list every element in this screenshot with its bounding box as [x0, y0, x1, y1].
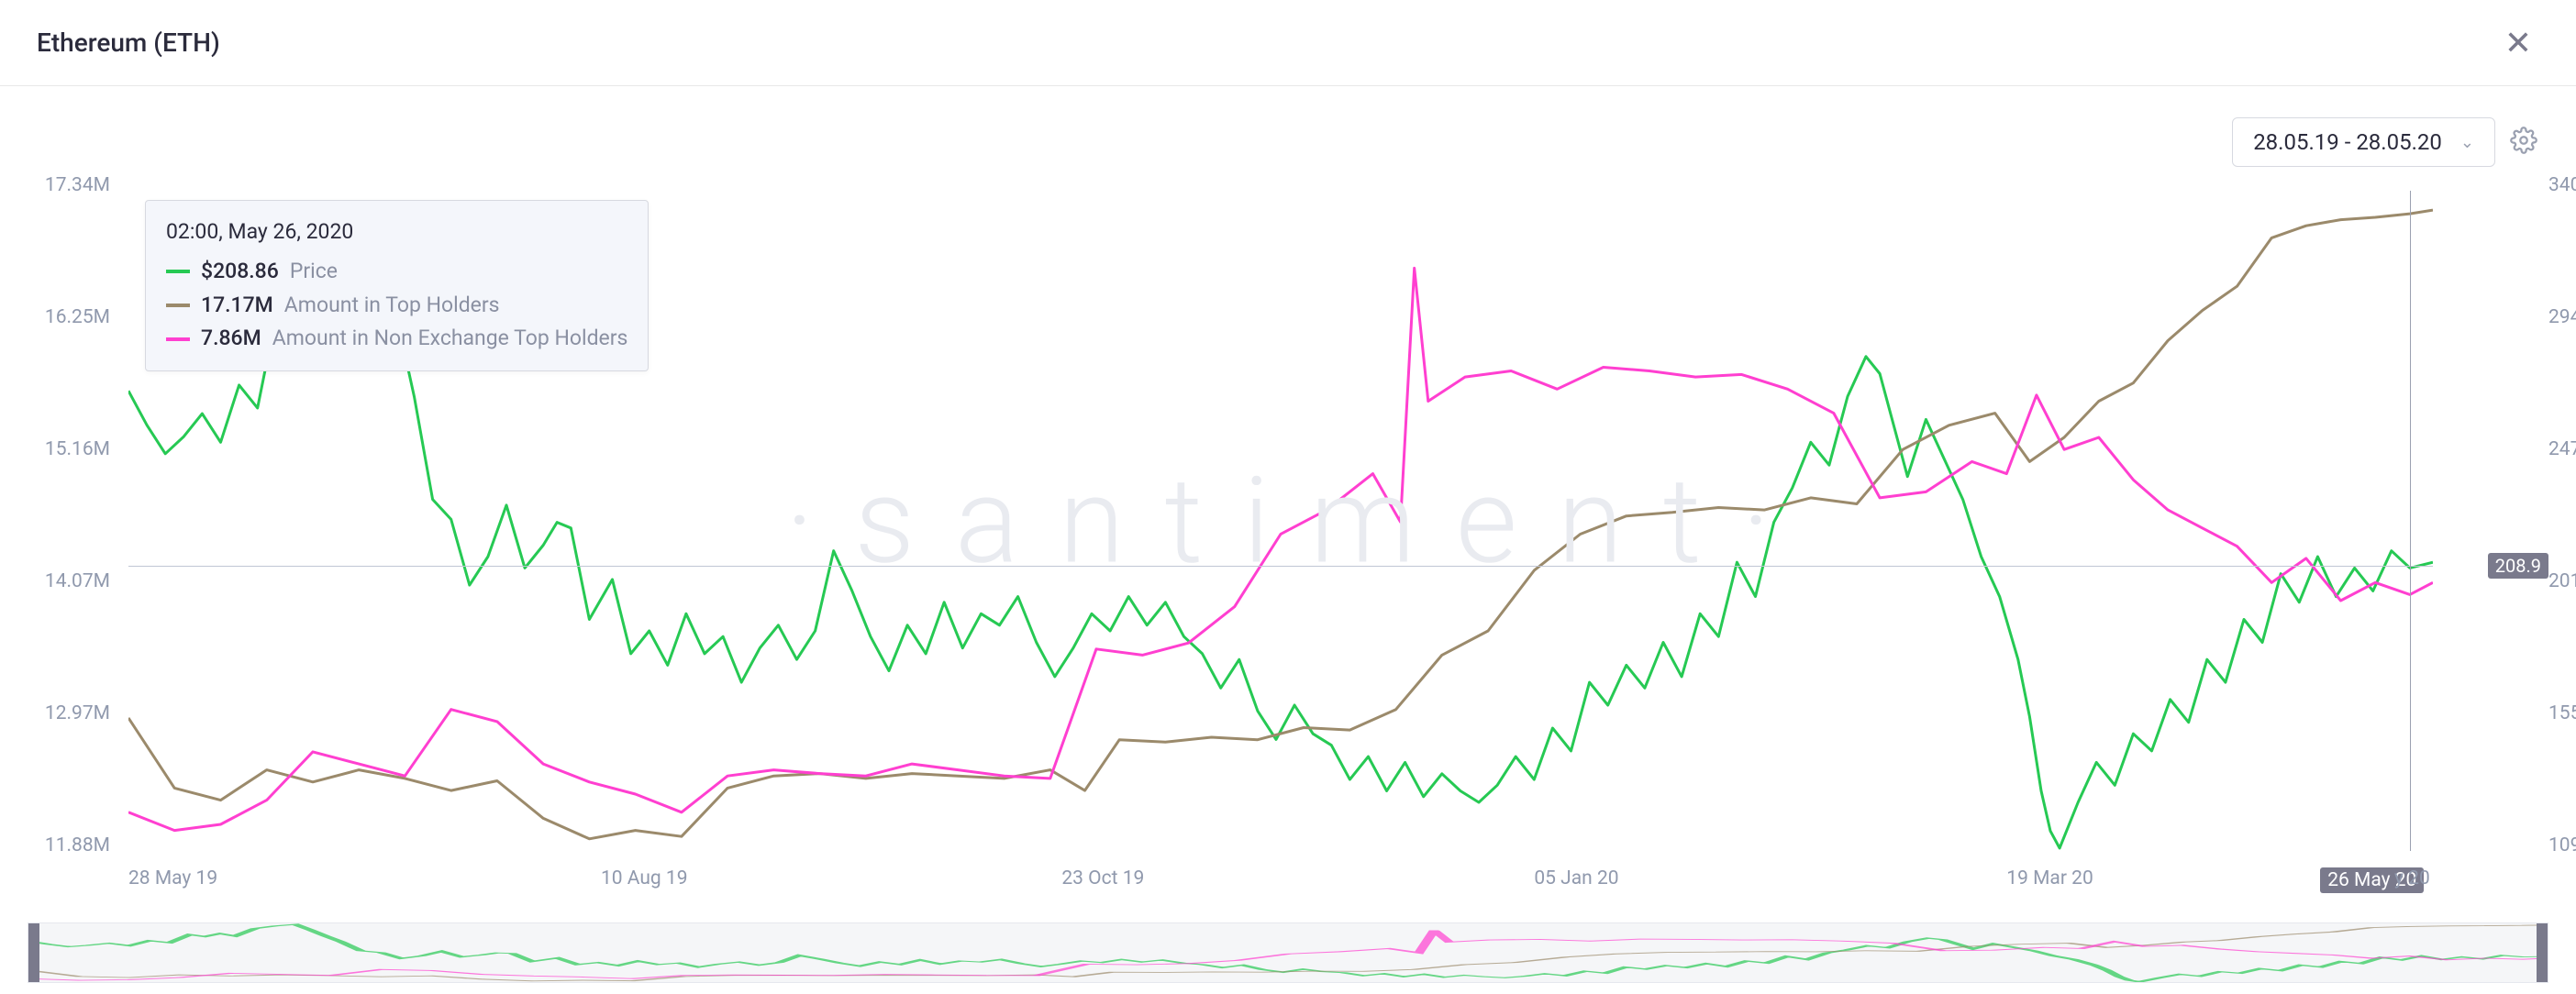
y-right-tick: 155: [2548, 702, 2576, 724]
y-left-tick: 15.16M: [28, 438, 110, 460]
y-left-tick: 11.88M: [28, 834, 110, 856]
minimap-handle-left[interactable]: [28, 923, 39, 982]
tooltip-row: 17.17M Amount in Top Holders: [166, 289, 627, 323]
x-tick: 19 Mar 20: [2006, 867, 2093, 889]
date-range-value: 28.05.19 - 28.05.20: [2253, 129, 2442, 155]
chevron-down-icon: ⌄: [2460, 133, 2474, 152]
page-title: Ethereum (ETH): [37, 28, 220, 58]
x-tick: 05 Jan 20: [1534, 867, 1618, 889]
x-tick: 28 May 19: [128, 867, 217, 889]
y-left-tick: 17.34M: [28, 174, 110, 196]
tooltip-row: 7.86M Amount in Non Exchange Top Holders: [166, 322, 627, 356]
chart-toolbar: 28.05.19 - 28.05.20 ⌄: [2232, 117, 2537, 167]
price-marker-line: [128, 566, 2433, 567]
hover-tooltip: 02:00, May 26, 2020 $208.86 Price17.17M …: [145, 200, 649, 371]
y-right-tick: 247: [2548, 438, 2576, 460]
tooltip-timestamp: 02:00, May 26, 2020: [166, 215, 627, 249]
minimap-svg: [28, 923, 2548, 982]
crosshair-vertical: [2410, 191, 2411, 851]
tooltip-row: $208.86 Price: [166, 255, 627, 289]
y-right-tick: 201: [2548, 570, 2576, 592]
date-range-picker[interactable]: 28.05.19 - 28.05.20 ⌄: [2232, 117, 2495, 167]
y-right-tick: 109: [2548, 834, 2576, 856]
gear-icon[interactable]: [2510, 127, 2537, 158]
x-tick: 10 Aug 19: [601, 867, 688, 889]
y-left-tick: 12.97M: [28, 702, 110, 724]
y-axis-badge: 208.9: [2488, 553, 2548, 579]
y-right-tick: 294: [2548, 306, 2576, 328]
x-tick-trailing: y 20: [2394, 867, 2430, 889]
modal-header: Ethereum (ETH) ✕: [0, 0, 2576, 86]
range-minimap[interactable]: [28, 922, 2548, 983]
y-left-tick: 14.07M: [28, 570, 110, 592]
close-icon[interactable]: ✕: [2497, 17, 2539, 70]
y-left-tick: 16.25M: [28, 306, 110, 328]
y-right-tick: 340: [2548, 174, 2576, 196]
x-tick: 23 Oct 19: [1061, 867, 1144, 889]
minimap-handle-right[interactable]: [2537, 923, 2548, 982]
